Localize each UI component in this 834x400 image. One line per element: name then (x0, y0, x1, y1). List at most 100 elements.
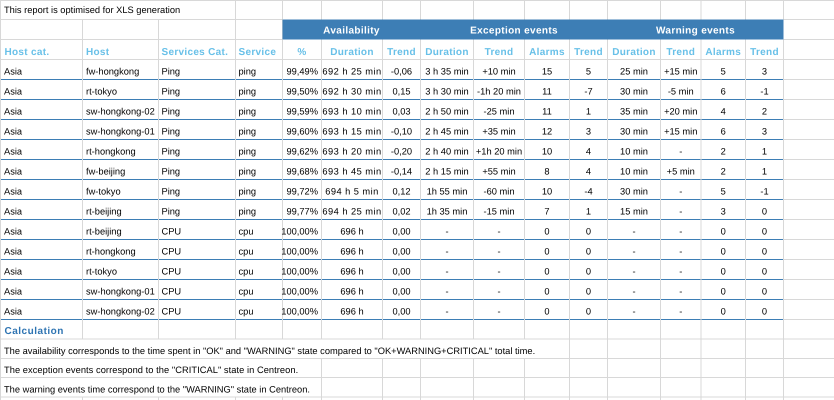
svg-text:10 min: 10 min (620, 146, 648, 156)
svg-text:6: 6 (721, 126, 726, 136)
svg-text:Host cat.: Host cat. (5, 47, 50, 58)
svg-text:-: - (632, 306, 635, 316)
svg-text:0,00: 0,00 (392, 226, 410, 236)
svg-text:100,00%: 100,00% (281, 266, 318, 276)
svg-text:+1h 20 min: +1h 20 min (476, 146, 522, 156)
svg-text:-25 min: -25 min (483, 106, 514, 116)
svg-text:0: 0 (586, 286, 591, 296)
svg-text:-: - (497, 246, 500, 256)
svg-text:3 h 35 min: 3 h 35 min (425, 66, 468, 76)
svg-text:-60 min: -60 min (483, 186, 514, 196)
svg-text:This report is optimised for X: This report is optimised for XLS generat… (4, 5, 180, 15)
svg-text:99,72%: 99,72% (286, 186, 318, 196)
svg-text:0: 0 (586, 226, 591, 236)
svg-text:99,62%: 99,62% (286, 146, 318, 156)
svg-text:Asia: Asia (4, 246, 23, 256)
svg-text:692 h 25 min: 692 h 25 min (322, 66, 381, 76)
svg-text:0: 0 (762, 206, 767, 216)
svg-text:Asia: Asia (4, 126, 23, 136)
svg-text:cpu: cpu (239, 286, 254, 296)
svg-text:0: 0 (586, 246, 591, 256)
svg-text:-: - (445, 226, 448, 236)
svg-text:Ping: Ping (162, 106, 181, 116)
svg-text:100,00%: 100,00% (281, 226, 318, 236)
svg-text:-15 min: -15 min (483, 206, 514, 216)
svg-text:ping: ping (239, 126, 257, 136)
svg-text:696 h: 696 h (340, 246, 363, 256)
svg-text:-: - (445, 306, 448, 316)
svg-text:Exception events: Exception events (470, 26, 558, 37)
svg-text:ping: ping (239, 66, 257, 76)
svg-text:7: 7 (544, 206, 549, 216)
svg-text:99,50%: 99,50% (286, 86, 318, 96)
svg-text:-: - (445, 246, 448, 256)
svg-text:Trend: Trend (666, 47, 695, 58)
svg-text:+55 min: +55 min (482, 166, 515, 176)
svg-text:35 min: 35 min (620, 106, 648, 116)
svg-text:-1: -1 (760, 186, 768, 196)
svg-text:0,15: 0,15 (392, 86, 410, 96)
svg-text:12: 12 (542, 126, 552, 136)
svg-text:rt-tokyo: rt-tokyo (86, 86, 117, 96)
svg-text:fw-tokyo: fw-tokyo (86, 186, 121, 196)
svg-text:696 h: 696 h (340, 306, 363, 316)
svg-text:CPU: CPU (162, 266, 182, 276)
svg-text:0,00: 0,00 (392, 246, 410, 256)
svg-text:5: 5 (721, 186, 726, 196)
svg-text:693 h 10 min: 693 h 10 min (322, 106, 381, 116)
svg-text:0: 0 (762, 266, 767, 276)
svg-text:ping: ping (239, 166, 257, 176)
svg-text:+20 min: +20 min (664, 106, 697, 116)
svg-text:-0,20: -0,20 (391, 146, 412, 156)
svg-text:-7: -7 (584, 86, 592, 96)
svg-text:0,00: 0,00 (392, 266, 410, 276)
svg-text:30 min: 30 min (620, 126, 648, 136)
svg-text:-5 min: -5 min (668, 86, 694, 96)
svg-text:Trend: Trend (387, 47, 416, 58)
svg-text:1: 1 (762, 166, 767, 176)
svg-text:+5 min: +5 min (667, 166, 695, 176)
svg-text:+35 min: +35 min (482, 126, 515, 136)
svg-text:4: 4 (586, 146, 591, 156)
svg-text:-: - (679, 146, 682, 156)
svg-text:Trend: Trend (485, 47, 514, 58)
svg-text:-: - (679, 286, 682, 296)
svg-text:rt-hongkong: rt-hongkong (86, 146, 136, 156)
svg-text:Duration: Duration (612, 47, 656, 58)
svg-text:1: 1 (586, 206, 591, 216)
svg-text:-: - (632, 226, 635, 236)
svg-text:5: 5 (721, 66, 726, 76)
svg-text:rt-hongkong: rt-hongkong (86, 246, 136, 256)
svg-text:15 min: 15 min (620, 206, 648, 216)
svg-text:ping: ping (239, 146, 257, 156)
svg-text:0: 0 (721, 306, 726, 316)
svg-text:The availability corresponds t: The availability corresponds to the time… (4, 346, 535, 356)
svg-text:ping: ping (239, 86, 257, 96)
svg-text:Asia: Asia (4, 306, 23, 316)
svg-text:4: 4 (721, 106, 726, 116)
svg-text:sw-hongkong-02: sw-hongkong-02 (86, 106, 155, 116)
svg-text:+15 min: +15 min (664, 66, 697, 76)
svg-text:0,00: 0,00 (392, 286, 410, 296)
svg-text:Services Cat.: Services Cat. (162, 47, 229, 58)
svg-text:5: 5 (586, 66, 591, 76)
svg-text:Duration: Duration (330, 47, 374, 58)
svg-text:0: 0 (721, 266, 726, 276)
svg-text:11: 11 (542, 86, 552, 96)
svg-text:ping: ping (239, 186, 257, 196)
svg-text:rt-beijing: rt-beijing (86, 206, 122, 216)
svg-text:99,59%: 99,59% (286, 106, 318, 116)
svg-text:2 h 45 min: 2 h 45 min (425, 126, 468, 136)
svg-text:1: 1 (762, 146, 767, 156)
svg-text:-: - (632, 286, 635, 296)
svg-text:-: - (497, 286, 500, 296)
svg-text:Asia: Asia (4, 226, 23, 236)
svg-text:-: - (679, 226, 682, 236)
svg-text:Asia: Asia (4, 206, 23, 216)
svg-text:%: % (297, 47, 306, 58)
svg-text:Service: Service (239, 47, 277, 58)
svg-text:Asia: Asia (4, 166, 23, 176)
svg-text:-0,14: -0,14 (391, 166, 412, 176)
svg-text:cpu: cpu (239, 266, 254, 276)
svg-text:sw-hongkong-01: sw-hongkong-01 (86, 286, 155, 296)
